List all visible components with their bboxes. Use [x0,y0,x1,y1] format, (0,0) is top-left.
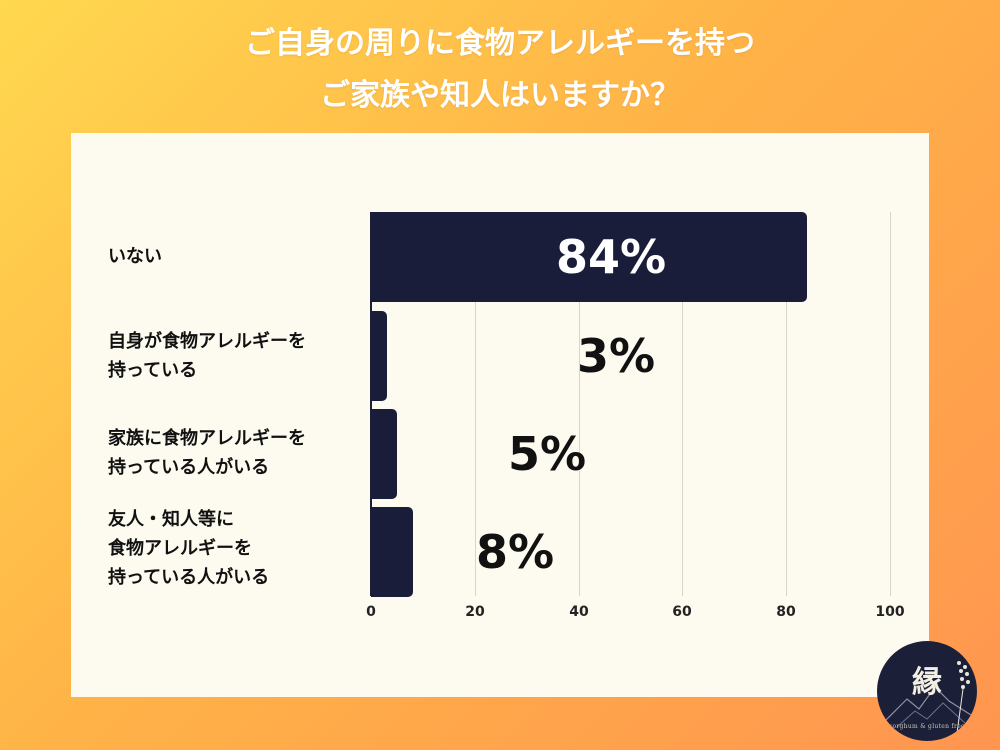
y-axis-line [370,212,372,596]
chart-title-line-1: ご自身の周りに食物アレルギーを持つ [245,26,755,61]
gridline [786,212,787,596]
gridline [890,212,891,596]
x-tick-label: 0 [366,604,376,620]
bar [371,311,387,401]
x-tick-label: 60 [672,604,692,620]
data-label: 84% [556,230,667,284]
x-tick-label: 20 [465,604,485,620]
category-label: 家族に食物アレルギーを 持っている人がいる [108,424,368,482]
logo-caption: sorghum & gluten free [889,723,965,730]
x-tick-label: 100 [875,604,905,620]
brand-logo: 縁 sorghum & gluten free [877,641,977,741]
chart-title-line-2: ご家族や知人はいますか？ [320,78,680,113]
category-label-line: 持っている人がいる [108,567,270,588]
data-label: 8% [476,525,555,579]
bar [371,212,807,302]
category-label-line: 自身が食物アレルギーを [108,331,306,352]
bar [371,507,413,597]
chart-title: ご自身の周りに食物アレルギーを持つ ご家族や知人はいますか？ [0,18,1000,122]
category-label-line: 持っている [108,360,198,381]
data-label: 5% [508,427,587,481]
category-label-line: 食物アレルギーを [108,538,252,559]
x-tick-label: 40 [569,604,589,620]
gridline [579,212,580,596]
category-label: いない [108,242,368,271]
data-label: 3% [577,329,656,383]
gridline [682,212,683,596]
logo-mark: 縁 [912,665,942,700]
bar [371,409,397,499]
x-tick-label: 80 [776,604,796,620]
gridline [475,212,476,596]
category-label: 友人・知人等に 食物アレルギーを 持っている人がいる [108,505,368,592]
mountain-icon [884,661,972,734]
category-label: 自身が食物アレルギーを 持っている [108,327,368,385]
category-label-line: 持っている人がいる [108,457,270,478]
category-label-line: 友人・知人等に [108,509,234,530]
category-label-line: 家族に食物アレルギーを [108,428,306,449]
category-label-line: いない [108,246,162,267]
